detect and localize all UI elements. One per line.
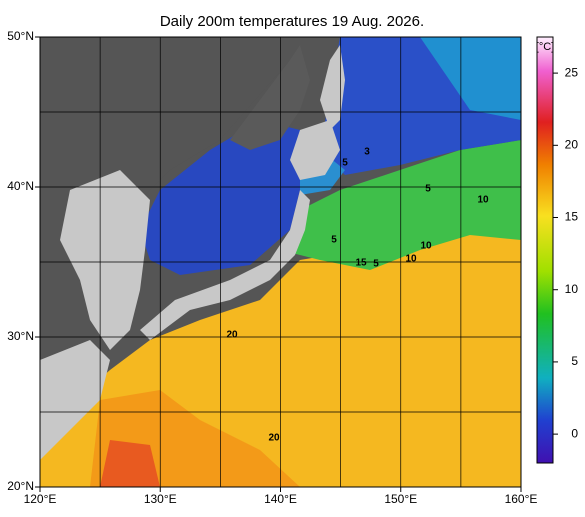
contour-label: 3	[364, 147, 370, 158]
lat-label: 50°N	[7, 29, 34, 43]
lon-label: 140°E	[264, 492, 297, 506]
contour-label: 5	[342, 158, 348, 169]
lon-label: 150°E	[384, 492, 417, 506]
lon-label: 160°E	[505, 492, 538, 506]
contour-label: 15	[355, 258, 367, 269]
contour-label: 10	[420, 241, 432, 252]
contour-label: 5	[373, 259, 379, 270]
colorbar-tick-label: 20	[565, 137, 579, 151]
lon-label: 130°E	[144, 492, 177, 506]
contour-label: 10	[405, 254, 417, 265]
lat-label: 30°N	[7, 329, 34, 343]
contour-label: 20	[268, 433, 280, 444]
colorbar-tick-label: 25	[565, 65, 579, 79]
colorbar-unit: [°C]	[536, 41, 554, 53]
lon-label: 120°E	[24, 492, 57, 506]
contour-label: 10	[477, 195, 489, 206]
title: Daily 200m temperatures 19 Aug. 2026.	[160, 13, 424, 30]
colorbar	[536, 36, 554, 464]
colorbar-tick-label: 0	[571, 426, 578, 440]
lat-label: 20°N	[7, 479, 34, 493]
graticule	[40, 37, 521, 487]
contour-label: 20	[226, 330, 238, 341]
contour-label: 5	[331, 235, 337, 246]
colorbar-tick-label: 10	[565, 282, 579, 296]
lat-label: 40°N	[7, 179, 34, 193]
colorbar-tick-label: 5	[571, 354, 578, 368]
colorbar-tick-label: 15	[565, 210, 579, 224]
contour-label: 5	[425, 184, 431, 195]
